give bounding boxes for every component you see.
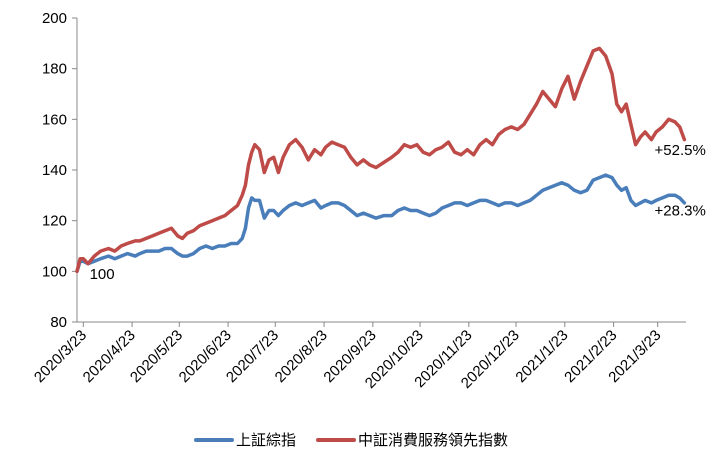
- x-tick-label: 2020/5/23: [127, 327, 186, 386]
- y-tick-label: 160: [42, 111, 67, 128]
- annotation-label: +52.5%: [655, 142, 706, 159]
- legend-label: 上証綜指: [236, 431, 296, 449]
- y-axis-tick-labels: 80 100 120 140 160 180 200: [42, 10, 67, 331]
- y-tick-label: 180: [42, 61, 67, 78]
- y-tick-label: 120: [42, 213, 67, 230]
- x-tick-label: 2020/7/23: [223, 327, 282, 386]
- annotation-label: 100: [90, 266, 115, 283]
- legend: 上証綜指 中証消費服務領先指數: [194, 431, 508, 449]
- series-line-0: [75, 173, 687, 274]
- legend-label: 中証消費服務領先指數: [358, 431, 508, 449]
- annotation-label: +28.3%: [655, 203, 706, 220]
- y-tick-label: 100: [42, 263, 67, 280]
- y-tick-label: 140: [42, 162, 67, 179]
- annotations: 100 +52.5% +28.3%: [90, 142, 706, 283]
- series-line-1: [75, 46, 687, 274]
- x-tick-label: 2020/3/23: [31, 327, 90, 386]
- x-axis-tick-labels: 2020/3/232020/4/232020/5/232020/6/232020…: [31, 327, 665, 392]
- axes: [72, 17, 686, 327]
- y-tick-label: 80: [50, 314, 67, 331]
- x-tick-label: 2020/8/23: [272, 327, 331, 386]
- y-tick-label: 200: [42, 10, 67, 27]
- series-lines: [75, 46, 687, 274]
- x-tick-label: 2021/1/23: [512, 327, 571, 386]
